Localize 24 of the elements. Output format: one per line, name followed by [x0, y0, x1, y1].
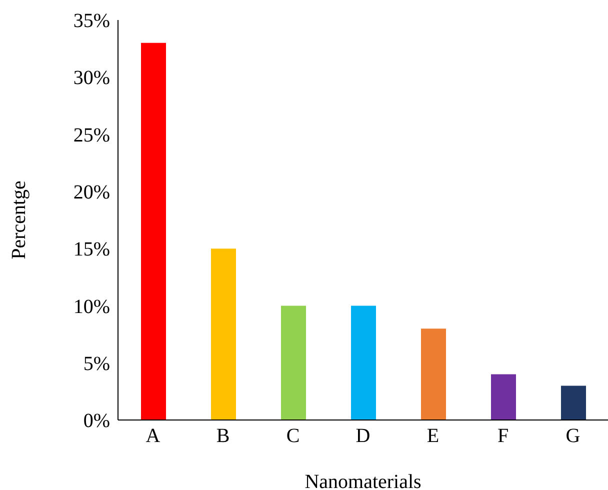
x-tick-label: B — [216, 425, 230, 448]
y-tick-label: 20% — [73, 182, 110, 204]
x-tick-label: D — [356, 425, 370, 448]
y-tick-label: 35% — [73, 10, 110, 32]
bar — [421, 328, 446, 420]
y-axis-title: Percentge — [8, 180, 30, 260]
y-tick-label: 25% — [73, 124, 110, 146]
bar — [561, 386, 586, 420]
y-tick-label: 30% — [73, 67, 110, 90]
x-tick-label: G — [566, 425, 580, 448]
bar — [281, 306, 306, 420]
bar — [351, 306, 376, 420]
bar — [491, 374, 516, 420]
y-tick-label: 5% — [83, 352, 110, 375]
bar — [211, 248, 236, 420]
x-tick-label: C — [286, 425, 300, 448]
x-tick-label: F — [497, 425, 509, 448]
x-tick-label: A — [146, 425, 161, 448]
bar — [141, 42, 166, 420]
x-tick-label: E — [426, 425, 440, 448]
y-tick-label: 0% — [83, 410, 110, 432]
y-tick-label: 10% — [73, 296, 110, 318]
y-tick-label: 15% — [73, 238, 110, 261]
x-axis-title: Nanomaterials — [304, 471, 422, 490]
